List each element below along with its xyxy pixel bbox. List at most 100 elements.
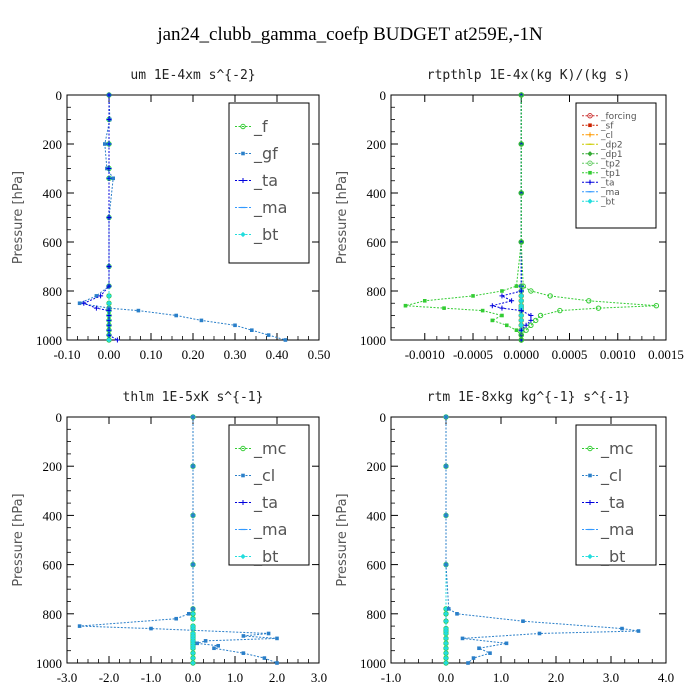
x-tick-label: 4.0 — [658, 670, 674, 685]
data-point — [471, 656, 476, 660]
y-axis-label: Pressure [hPa] — [335, 493, 350, 586]
x-tick-label: 0.20 — [182, 347, 205, 362]
x-tick-label: -1.0 — [141, 670, 162, 685]
data-point — [537, 312, 544, 319]
data-point — [490, 318, 495, 323]
legend-item: _cl — [235, 466, 275, 486]
legend-label: _cl — [253, 466, 275, 486]
data-point — [444, 415, 448, 419]
data-point — [250, 328, 254, 332]
legend-item: _dp2 — [582, 140, 623, 150]
data-point — [106, 308, 112, 314]
x-tick-label: 0.40 — [266, 347, 289, 362]
y-axis-label: Pressure [hPa] — [335, 171, 350, 264]
data-point — [518, 288, 524, 294]
legend-label: _cl — [600, 466, 622, 486]
data-point — [240, 231, 246, 238]
legend-item: _ta — [582, 493, 625, 513]
y-tick-label: 600 — [367, 558, 387, 573]
y-tick-label: 200 — [367, 459, 387, 474]
data-point — [587, 500, 593, 505]
data-point — [216, 643, 220, 648]
legend-label: _dp2 — [600, 140, 623, 150]
data-point — [241, 473, 245, 478]
data-point — [518, 141, 524, 147]
data-point — [190, 645, 196, 651]
data-point — [587, 179, 593, 185]
data-point — [653, 303, 660, 309]
y-tick-label: 0 — [56, 410, 63, 425]
legend-label: _cl — [600, 131, 613, 141]
data-point — [191, 415, 195, 419]
y-tick-label: 800 — [367, 284, 387, 299]
data-point — [500, 289, 504, 293]
y-tick-label: 400 — [367, 186, 387, 201]
legend-label: _ma — [253, 520, 287, 540]
legend-label: _bt — [600, 547, 625, 567]
y-tick-label: 0 — [380, 410, 387, 425]
data-point — [190, 650, 196, 656]
series-cl — [444, 415, 641, 665]
x-tick-label: -2.0 — [99, 670, 120, 685]
legend-label: _ma — [253, 198, 287, 218]
data-point — [488, 651, 492, 655]
legend-label: _f — [253, 117, 268, 137]
legend-label: _ta — [600, 493, 625, 513]
panels: um 1E-4xm s^{-2}Pressure [hPa]-0.10 0.00 0… — [11, 68, 684, 685]
data-point — [500, 313, 504, 318]
x-tick-label: 3.0 — [311, 670, 327, 685]
data-point — [518, 322, 524, 328]
panel-title: thlm 1E-5xK s^{-1} — [123, 390, 264, 405]
y-tick-label: 200 — [367, 137, 387, 152]
data-point — [443, 655, 449, 661]
chart-panel-2: rtpthlp 1E-4x(kg K)/(kg s) Pressure [hPa]… — [335, 68, 684, 362]
data-point — [195, 641, 199, 646]
data-point — [587, 113, 593, 119]
data-point — [106, 117, 112, 122]
x-tick-label: 1.0 — [493, 670, 509, 685]
data-point — [443, 635, 449, 641]
chart-panel-4: rtm 1E-8xkg kg^{-1} s^{-1} Pressure [hPa]… — [335, 390, 674, 685]
data-point — [106, 300, 112, 306]
legend-item: _ta — [235, 171, 278, 191]
series-line — [82, 95, 118, 341]
x-tick-label: -1.0 — [381, 670, 402, 685]
data-point — [514, 328, 519, 332]
data-point — [587, 132, 593, 138]
legend-item: _ta — [582, 178, 615, 188]
legend-item: _cl — [582, 131, 613, 141]
x-tick-label: 0.30 — [224, 347, 247, 362]
data-point — [444, 513, 448, 518]
data-point — [587, 151, 593, 157]
data-point — [588, 170, 592, 175]
legend-label: _gf — [253, 144, 278, 164]
data-point — [106, 317, 112, 323]
data-point — [588, 473, 592, 478]
data-point — [106, 215, 112, 220]
data-point — [587, 198, 593, 204]
figure-title: jan24_clubb_gamma_coefp BUDGET at259E,-1… — [156, 24, 543, 45]
legend: _mc _cl _ta _ma _bt — [575, 424, 657, 567]
data-point — [523, 322, 529, 328]
data-point — [504, 323, 509, 328]
series-ta — [81, 92, 120, 343]
data-point — [518, 317, 524, 323]
data-point — [587, 553, 593, 560]
data-point — [528, 288, 534, 294]
x-tick-label: -0.0010 — [405, 347, 445, 362]
legend-item: _ma — [235, 198, 287, 218]
data-point — [241, 151, 245, 156]
data-point — [106, 92, 112, 98]
data-point — [275, 636, 279, 641]
legend-item: _tp2 — [582, 159, 620, 169]
legend-item: _ma — [582, 520, 634, 540]
data-point — [106, 337, 112, 343]
data-point — [499, 293, 505, 299]
data-point — [460, 636, 465, 641]
data-point — [240, 178, 246, 183]
legend-label: _ta — [253, 493, 278, 513]
data-point — [106, 327, 112, 333]
data-point — [240, 123, 246, 130]
data-point — [443, 650, 449, 656]
